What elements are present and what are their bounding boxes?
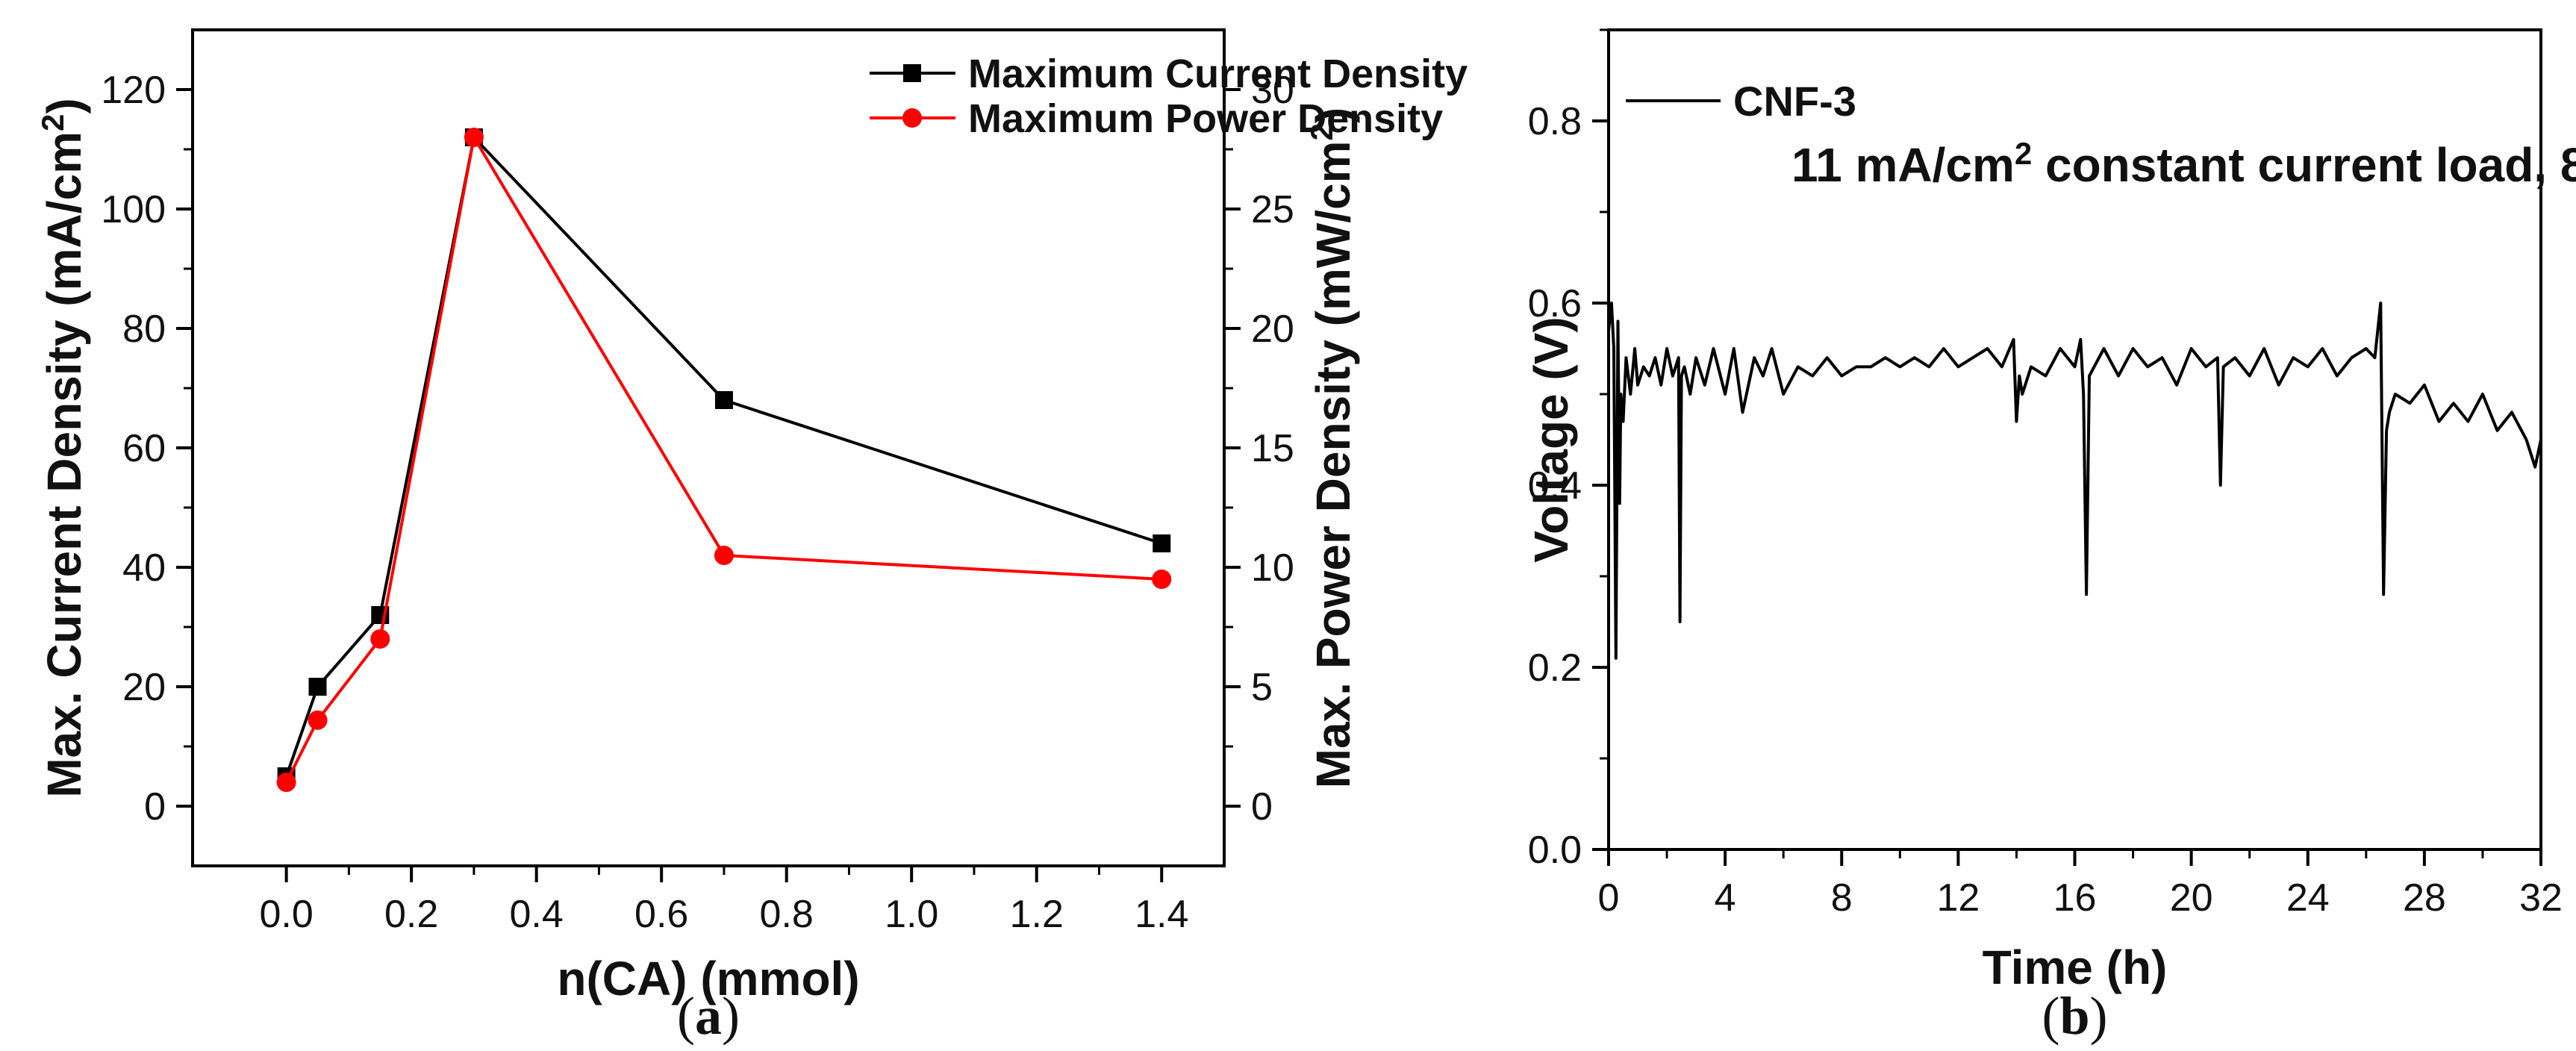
panel-b-x-tick-label: 24: [2286, 876, 2330, 920]
panel-a-chart: 0.0 0.2 0.4 0.6 0.8 1.0 1.2 1.4 020406080100120…: [35, 28, 1468, 1046]
panel-b-annotation-sup: 2: [2015, 136, 2032, 171]
panel-a-left-y-tick-label: 60: [122, 427, 166, 470]
panel-a-right-y-tick-label: 5: [1251, 666, 1273, 709]
panel-a-power-point: [1152, 570, 1172, 589]
panel-a-x-tick-label: 0.6: [634, 893, 688, 936]
panel-a-left-y-tick-label: 20: [122, 666, 166, 709]
panel-a-current-point: [308, 678, 327, 696]
panel-a-right-y-ticks: 0 5 10 15 20 25 30: [1224, 69, 1294, 829]
panel-a-left-y-axis-label: Max. Current Density (mA/cm2): [35, 98, 92, 797]
panel-b-x-tick-label: 32: [2519, 876, 2563, 920]
panel-b-voltage-trace: [1607, 302, 2542, 660]
panel-a-left-y-tick-label: 0: [144, 785, 166, 829]
panel-b-legend: CNF-3: [1626, 78, 1856, 125]
panel-a-left-y-label-text: Max. Current Density (mA/cm: [37, 131, 91, 798]
panel-b-y-tick-label: 0.6: [1528, 282, 1582, 325]
panel-b-y-tick-label: 0.2: [1528, 646, 1582, 690]
panel-a-left-y-tick-label: 80: [122, 308, 166, 351]
panel-a-legend-marker: [903, 64, 921, 82]
panel-b-annotation-rest: constant current load, 80°C: [2032, 138, 2576, 192]
panel-a-x-tick-label: 0.2: [384, 893, 438, 936]
panel-b-y-ticks: 0.0 0.2 0.4 0.6 0.8: [1528, 28, 1609, 872]
panel-b-annotation-text: 11 mA/cm: [1791, 138, 2015, 192]
panel-a-x-axis-label: n(CA) (mmol): [557, 952, 859, 1005]
panel-a-x-tick-label: 0.0: [259, 893, 313, 936]
panel-a-series: [276, 128, 1172, 792]
panel-a-left-y-tick-label: 100: [101, 188, 166, 231]
panel-a-caption: (a): [677, 986, 740, 1046]
panel-a-right-y-tick-label: 20: [1251, 308, 1294, 351]
panel-a-power-point: [714, 546, 734, 565]
panel-b-y-axis-label: Voltage (V): [1524, 316, 1578, 563]
panel-a-legend-label: Maximum Current Density: [968, 52, 1468, 96]
panel-b-y-tick-label: 0.4: [1528, 464, 1582, 508]
panel-a-power-point: [308, 710, 328, 730]
panel-a-right-y-label-text: Max. Power Density (mW/cm: [1306, 140, 1360, 788]
panel-b-annotation: 11 mA/cm2 constant current load, 80°C: [1791, 136, 2576, 193]
panel-b-caption: (b): [2042, 986, 2107, 1046]
panel-a-x-tick-label: 0.4: [510, 893, 564, 936]
panel-a-left-y-label-close: ): [37, 98, 91, 113]
panel-a-series-line-2: [284, 133, 1162, 783]
panel-b-x-tick-label: 8: [1831, 876, 1853, 920]
panel-a-right-y-tick-label: 0: [1251, 785, 1273, 829]
panel-a-x-tick-label: 1.4: [1135, 893, 1188, 936]
panel-a-right-y-label-close: ): [1306, 107, 1360, 123]
panel-b-x-tick-label: 16: [2053, 876, 2097, 920]
panel-a-right-y-tick-label: 15: [1251, 427, 1294, 470]
panel-a-legend-label: Maximum Power Density: [968, 96, 1443, 141]
panel-b-x-tick-label: 0: [1598, 876, 1620, 920]
panel-b-x-axis-label: Time (h): [1983, 941, 2168, 994]
panel-a-left-y-tick-label: 40: [122, 546, 166, 590]
panel-a-x-tick-label: 0.8: [760, 893, 814, 936]
panel-b-x-tick-label: 4: [1715, 876, 1736, 920]
panel-a-power-point: [370, 629, 390, 649]
panel-b-x-tick-label: 20: [2170, 876, 2213, 920]
panel-b-series: [1607, 302, 2542, 660]
panel-a-x-ticks: 0.0 0.2 0.4 0.6 0.8 1.0 1.2 1.4: [259, 866, 1188, 936]
panel-b-y-tick-label: 0.0: [1528, 829, 1582, 872]
panel-a-right-y-tick-label: 25: [1251, 188, 1294, 231]
panel-a-series-line-1: [284, 134, 1162, 777]
panel-a-right-y-axis-label: Max. Power Density (mW/cm2): [1304, 107, 1361, 788]
panel-a-right-y-label-sup: 2: [1304, 123, 1339, 140]
panel-a-right-y-tick-label: 10: [1251, 546, 1294, 590]
panel-a-power-point: [464, 128, 484, 147]
panel-b-caption-letter: b: [2059, 986, 2089, 1046]
panel-b-y-tick-label: 0.8: [1528, 100, 1582, 143]
panel-a-left-y-label-sup: 2: [35, 114, 70, 131]
panel-b-legend-label: CNF-3: [1733, 78, 1856, 125]
panel-a-x-tick-label: 1.0: [885, 893, 938, 936]
panel-a-caption-letter: a: [695, 986, 722, 1046]
panel-a-x-tick-label: 1.2: [1010, 893, 1064, 936]
panel-a-power-point: [276, 773, 296, 792]
panel-b-x-ticks: 0 4 8 12 16 20 24 28 32: [1598, 849, 2563, 920]
panel-a-right-y-tick-label: 30: [1251, 69, 1294, 112]
panel-a-current-point: [1153, 534, 1171, 552]
panel-b-chart: 0 4 8 12 16 20 24 28 32 0.0 0.2 0.4 0.6 0.8 Time (h)…: [1524, 28, 2576, 1046]
panel-b-x-tick-label: 28: [2403, 876, 2446, 920]
panel-a-legend-marker: [902, 108, 922, 128]
panel-a-left-y-ticks: 0 20 40 60 80 100 120: [101, 69, 193, 829]
panel-a-current-point: [714, 391, 733, 409]
panel-b-x-tick-label: 12: [1936, 876, 1980, 920]
panel-a-left-y-tick-label: 120: [101, 69, 166, 112]
